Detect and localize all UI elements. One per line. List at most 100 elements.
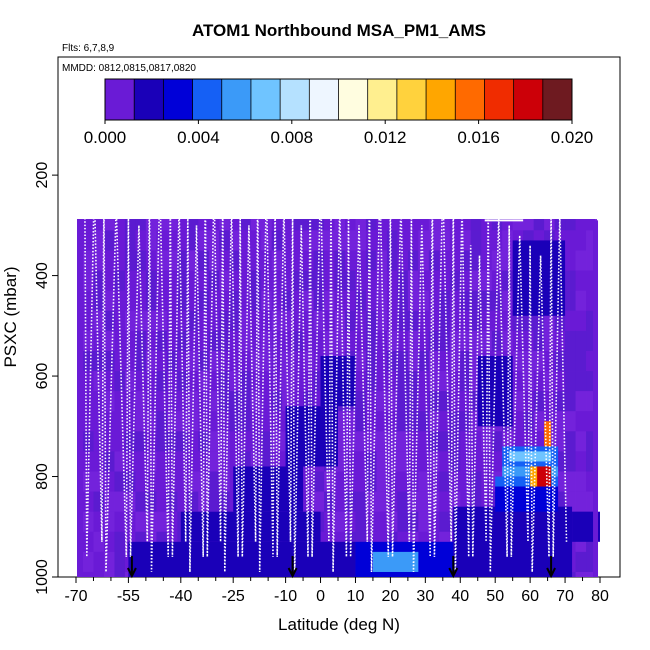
- heatmap-texture-cell: [103, 551, 115, 572]
- heatmap-texture-cell: [240, 411, 252, 432]
- x-axis: -70 -55 -40 -25 -10 0 10 20 30 40 50 60 70 80: [64, 577, 609, 605]
- heatmap-texture-cell: [460, 491, 472, 512]
- heatmap-texture-cell: [386, 290, 398, 311]
- heatmap-texture-cell: [533, 431, 545, 452]
- heatmap-texture-cell: [324, 270, 336, 291]
- heatmap-texture-cell: [397, 310, 409, 331]
- heatmap-texture-cell: [586, 219, 598, 231]
- heatmap-texture-cell: [156, 431, 168, 452]
- arrow-marker-head: [448, 567, 459, 579]
- heatmap-texture-cell: [439, 451, 451, 472]
- heatmap-texture-cell: [114, 290, 126, 311]
- heatmap-texture-cell: [324, 230, 336, 251]
- chart-title: ATOM1 Northbound MSA_PM1_AMS: [192, 21, 486, 40]
- heatmap-texture-cell: [449, 219, 461, 231]
- heatmap-texture-cell: [103, 250, 115, 271]
- flights-annotation: Flts: 6,7,8,9: [62, 43, 115, 54]
- heatmap-texture-cell: [481, 330, 493, 351]
- heatmap-texture-cell: [586, 310, 598, 331]
- heatmap-texture-cell: [376, 391, 388, 412]
- heatmap-texture-cell: [103, 511, 115, 532]
- heatmap-texture-cell: [198, 371, 210, 392]
- heatmap-texture-cell: [470, 290, 482, 311]
- heatmap-texture-cell: [229, 310, 241, 331]
- heatmap-texture-cell: [565, 290, 577, 311]
- heatmap-texture-cell: [512, 431, 524, 452]
- heatmap-texture-cell: [449, 371, 461, 392]
- heatmap-texture-cell: [240, 219, 252, 231]
- heatmap-texture-cell: [575, 471, 587, 492]
- heatmap-texture-cell: [82, 270, 94, 291]
- heatmap-texture-cell: [250, 411, 262, 432]
- heatmap-texture-cell: [481, 250, 493, 271]
- x-axis-label: Latitude (deg N): [278, 615, 400, 634]
- heatmap-texture-cell: [135, 471, 147, 492]
- heatmap-texture-cell: [575, 491, 587, 512]
- heatmap-texture-cell: [145, 371, 157, 392]
- heatmap-texture-cell: [313, 491, 325, 512]
- heatmap-texture-cell: [449, 230, 461, 251]
- heatmap-texture-cell: [187, 391, 199, 412]
- heatmap-texture-cell: [82, 551, 94, 572]
- heatmap-texture-cell: [93, 471, 105, 492]
- heatmap-texture-cell: [198, 431, 210, 452]
- heatmap-texture-cell: [93, 350, 105, 372]
- heatmap-texture-cell: [282, 290, 294, 311]
- heatmap-texture-cell: [156, 471, 168, 492]
- heatmap-texture-cell: [418, 511, 430, 532]
- heatmap-texture-cell: [439, 250, 451, 271]
- x-tick-label: 60: [521, 588, 539, 605]
- heatmap-texture-cell: [344, 250, 356, 271]
- heatmap-texture-cell: [156, 290, 168, 311]
- heatmap-texture-cell: [145, 250, 157, 271]
- heatmap-texture-cell: [428, 230, 440, 251]
- x-tick-label: -25: [222, 588, 245, 605]
- heatmap-texture-cell: [198, 250, 210, 271]
- heatmap-texture-cell: [261, 371, 273, 392]
- heatmap-texture-cell: [187, 230, 199, 251]
- heatmap-texture-cell: [470, 431, 482, 452]
- heatmap-texture-cell: [135, 451, 147, 472]
- heatmap-texture-cell: [124, 350, 136, 372]
- heatmap-texture-cell: [156, 350, 168, 372]
- x-tick-label: 70: [556, 588, 574, 605]
- colorbar-swatch: [192, 79, 223, 120]
- heatmap-texture-cell: [145, 471, 157, 492]
- heatmap-texture-cell: [82, 511, 94, 532]
- heatmap-texture-cell: [365, 219, 377, 231]
- heatmap-texture-cell: [114, 551, 126, 572]
- heatmap-texture-cell: [240, 391, 252, 412]
- heatmap-texture-cell: [187, 250, 199, 271]
- colorbar-swatch: [396, 79, 427, 120]
- heatmap-texture-cell: [82, 330, 94, 351]
- heatmap-texture-cell: [292, 371, 304, 392]
- heatmap-texture-cell: [93, 391, 105, 412]
- heatmap-texture-cell: [124, 330, 136, 351]
- heatmap-texture-cell: [365, 431, 377, 452]
- heatmap-texture-cell: [103, 391, 115, 412]
- heatmap-texture-cell: [187, 371, 199, 392]
- heatmap-texture-cell: [554, 431, 566, 452]
- heatmap-texture-cell: [313, 219, 325, 231]
- heatmap-texture-cell: [355, 491, 367, 512]
- heatmap-texture-cell: [166, 491, 178, 512]
- heatmap-texture-cell: [166, 219, 178, 231]
- heatmap-texture-cell: [491, 451, 503, 472]
- heatmap-texture-cell: [156, 330, 168, 351]
- heatmap-texture-cell: [229, 431, 241, 452]
- heatmap-texture-cell: [145, 230, 157, 251]
- heatmap-texture-cell: [386, 391, 398, 412]
- heatmap-texture-cell: [397, 511, 409, 532]
- heatmap-texture-cell: [449, 391, 461, 412]
- heatmap-texture-cell: [407, 411, 419, 432]
- heatmap-texture-cell: [292, 391, 304, 412]
- heatmap-texture-cell: [586, 491, 598, 512]
- heatmap-texture-cell: [439, 511, 451, 532]
- heatmap-cell: [512, 240, 566, 316]
- heatmap-texture-cell: [470, 471, 482, 492]
- heatmap-texture-cell: [386, 511, 398, 532]
- heatmap-texture-cell: [397, 350, 409, 372]
- heatmap-texture-cell: [93, 431, 105, 452]
- heatmap-texture-cell: [533, 350, 545, 372]
- heatmap-texture-cell: [386, 451, 398, 472]
